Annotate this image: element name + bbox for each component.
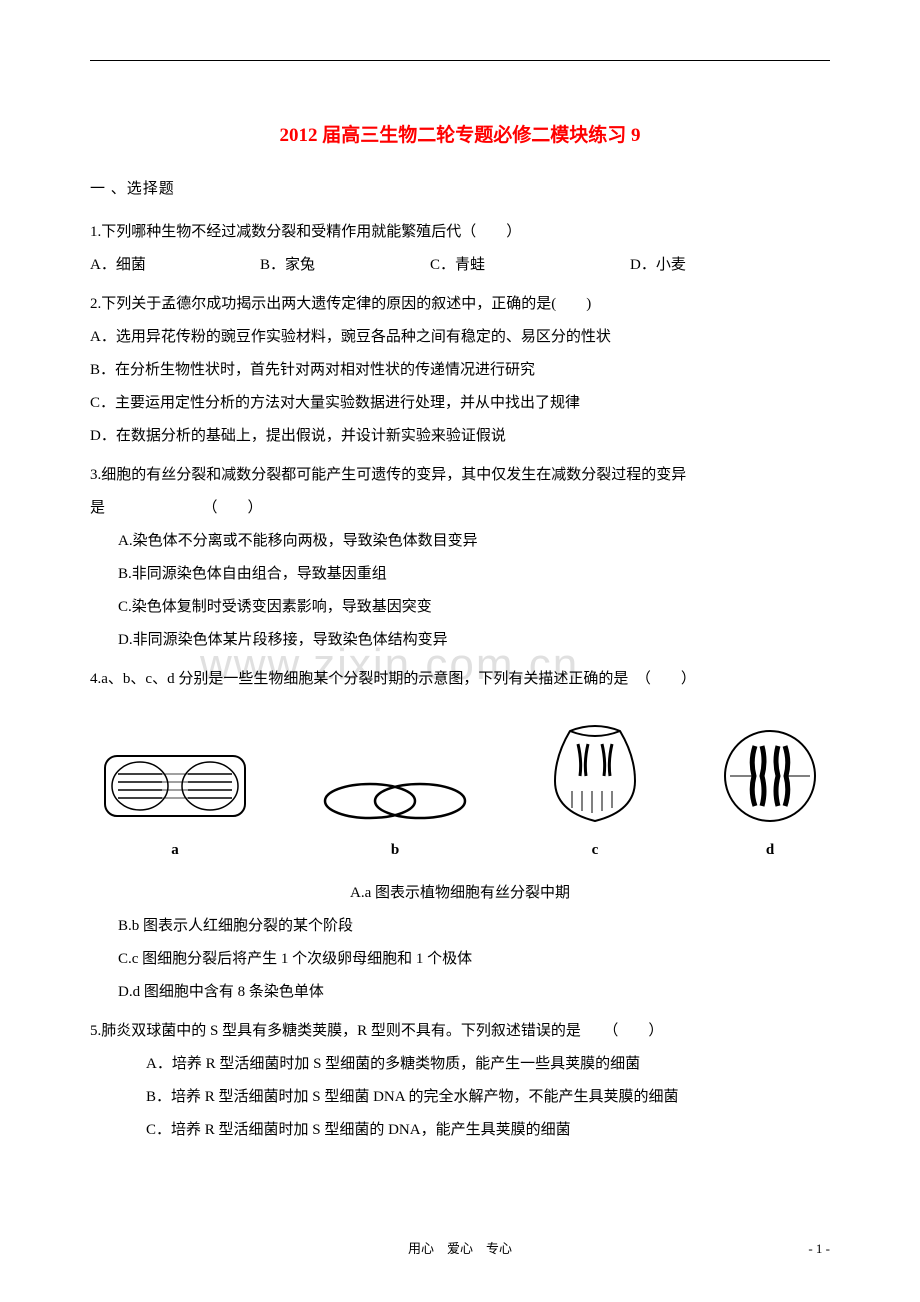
footer-text: 用心 爱心 专心	[408, 1238, 512, 1257]
q3-opt-a: A.染色体不分离或不能移向两极，导致染色体数目变异	[90, 525, 830, 558]
cell-diagram-c-icon	[540, 716, 650, 826]
question-1: 1.下列哪种生物不经过减数分裂和受精作用就能繁殖后代（ ） A．细菌 B．家兔 …	[90, 216, 830, 282]
q5-text: 5.肺炎双球菌中的 S 型具有多糖类荚膜，R 型则不具有。下列叙述错误的是 （ …	[90, 1015, 830, 1048]
question-5: 5.肺炎双球菌中的 S 型具有多糖类荚膜，R 型则不具有。下列叙述错误的是 （ …	[90, 1015, 830, 1147]
fig-b-label: b	[391, 834, 399, 867]
fig-a-label: a	[171, 834, 179, 867]
fig-c-label: c	[592, 834, 599, 867]
q4-opt-d: D.d 图细胞中含有 8 条染色单体	[90, 976, 830, 1009]
fig-d-label: d	[766, 834, 774, 867]
cell-diagram-b-icon	[320, 776, 470, 826]
q3-opt-b: B.非同源染色体自由组合，导致基因重组	[90, 558, 830, 591]
cell-diagram-a-icon	[100, 746, 250, 826]
q1-options: A．细菌 B．家兔 C．青蛙 D．小麦	[90, 249, 830, 282]
section-heading: 一 、选择题	[90, 177, 830, 198]
q2-opt-c: C．主要运用定性分析的方法对大量实验数据进行处理，并从中找出了规律	[90, 387, 830, 420]
q1-opt-b: B．家兔	[260, 249, 430, 282]
q1-opt-d: D．小麦	[630, 249, 686, 282]
q2-text: 2.下列关于孟德尔成功揭示出两大遗传定律的原因的叙述中，正确的是( )	[90, 288, 830, 321]
page-number: - 1 -	[808, 1241, 830, 1257]
q2-opt-a: A．选用异花传粉的豌豆作实验材料，豌豆各品种之间有稳定的、易区分的性状	[90, 321, 830, 354]
q2-opt-b: B．在分析生物性状时，首先针对两对相对性状的传递情况进行研究	[90, 354, 830, 387]
fig-b: b	[320, 776, 470, 867]
q5-opt-c: C．培养 R 型活细菌时加 S 型细菌的 DNA，能产生具荚膜的细菌	[90, 1114, 830, 1147]
q1-opt-a: A．细菌	[90, 249, 260, 282]
page-title: 2012 届高三生物二轮专题必修二模块练习 9	[90, 120, 830, 147]
question-4: 4.a、b、c、d 分别是一些生物细胞某个分裂时期的示意图，下列有关描述正确的是…	[90, 663, 830, 1009]
question-3: 3.细胞的有丝分裂和减数分裂都可能产生可遗传的变异，其中仅发生在减数分裂过程的变…	[90, 459, 830, 657]
fig-c: c	[540, 716, 650, 867]
top-rule	[90, 60, 830, 61]
q2-opt-d: D．在数据分析的基础上，提出假说，并设计新实验来验证假说	[90, 420, 830, 453]
q3-text2: 是 （ ）	[90, 492, 830, 525]
q3-opt-c: C.染色体复制时受诱变因素影响，导致基因突变	[90, 591, 830, 624]
q3-opt-d: D.非同源染色体某片段移接，导致染色体结构变异	[90, 624, 830, 657]
q5-opt-a: A．培养 R 型活细菌时加 S 型细菌的多糖类物质，能产生一些具荚膜的细菌	[90, 1048, 830, 1081]
footer: 用心 爱心 专心	[0, 1238, 920, 1257]
page-content: 2012 届高三生物二轮专题必修二模块练习 9 一 、选择题 1.下列哪种生物不…	[90, 120, 830, 1147]
cell-diagram-d-icon	[720, 726, 820, 826]
fig-a: a	[100, 746, 250, 867]
q1-opt-c: C．青蛙	[430, 249, 630, 282]
question-2: 2.下列关于孟德尔成功揭示出两大遗传定律的原因的叙述中，正确的是( ) A．选用…	[90, 288, 830, 453]
q1-text: 1.下列哪种生物不经过减数分裂和受精作用就能繁殖后代（ ）	[90, 216, 830, 249]
q4-figures: a b	[90, 716, 830, 867]
q4-opt-c: C.c 图细胞分裂后将产生 1 个次级卵母细胞和 1 个极体	[90, 943, 830, 976]
q4-text: 4.a、b、c、d 分别是一些生物细胞某个分裂时期的示意图，下列有关描述正确的是…	[90, 663, 830, 696]
q4-opt-a: A.a 图表示植物细胞有丝分裂中期	[90, 877, 830, 910]
q3-text1: 3.细胞的有丝分裂和减数分裂都可能产生可遗传的变异，其中仅发生在减数分裂过程的变…	[90, 459, 830, 492]
q4-opt-b: B.b 图表示人红细胞分裂的某个阶段	[90, 910, 830, 943]
fig-d: d	[720, 726, 820, 867]
q5-opt-b: B．培养 R 型活细菌时加 S 型细菌 DNA 的完全水解产物，不能产生具荚膜的…	[90, 1081, 830, 1114]
